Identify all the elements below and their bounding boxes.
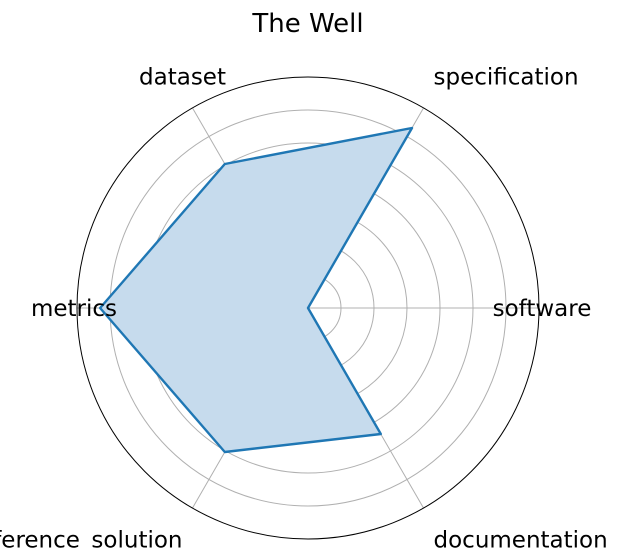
- category-label: metrics: [31, 296, 117, 322]
- series-line: [98, 126, 414, 454]
- series-area: [100, 128, 412, 452]
- polar-frame: [76, 76, 540, 540]
- category-label: reference_solution: [0, 527, 183, 549]
- category-label: software: [493, 296, 592, 322]
- category-label: documentation: [434, 527, 608, 549]
- chart-title: The Well: [251, 9, 363, 39]
- radar-data: [98, 126, 414, 454]
- category-labels: software specification dataset metrics refer…: [0, 65, 608, 549]
- category-label: specification: [434, 65, 579, 91]
- category-label: dataset: [139, 65, 226, 91]
